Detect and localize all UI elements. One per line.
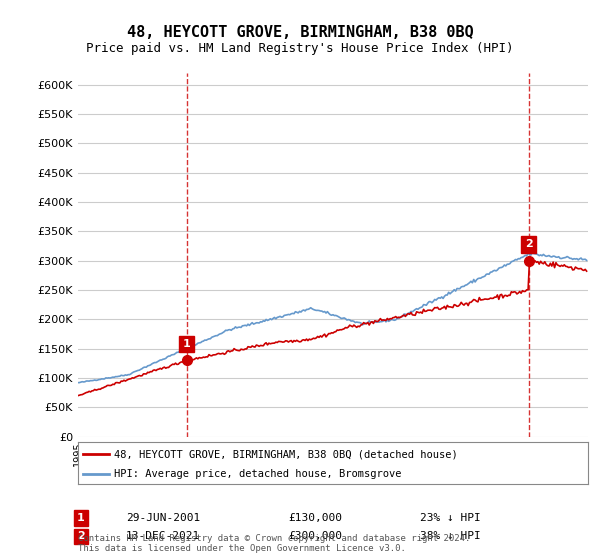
Text: Price paid vs. HM Land Registry's House Price Index (HPI): Price paid vs. HM Land Registry's House …	[86, 42, 514, 55]
Text: 2: 2	[525, 239, 533, 249]
Text: 13-DEC-2021: 13-DEC-2021	[126, 531, 200, 542]
Text: 23% ↓ HPI: 23% ↓ HPI	[420, 513, 481, 523]
Text: 29-JUN-2001: 29-JUN-2001	[126, 513, 200, 523]
Text: 48, HEYCOTT GROVE, BIRMINGHAM, B38 0BQ: 48, HEYCOTT GROVE, BIRMINGHAM, B38 0BQ	[127, 25, 473, 40]
Text: HPI: Average price, detached house, Bromsgrove: HPI: Average price, detached house, Brom…	[114, 469, 401, 479]
Text: 48, HEYCOTT GROVE, BIRMINGHAM, B38 0BQ (detached house): 48, HEYCOTT GROVE, BIRMINGHAM, B38 0BQ (…	[114, 449, 457, 459]
Text: £300,000: £300,000	[288, 531, 342, 542]
Text: 38% ↓ HPI: 38% ↓ HPI	[420, 531, 481, 542]
Text: Contains HM Land Registry data © Crown copyright and database right 2024.
This d: Contains HM Land Registry data © Crown c…	[78, 534, 470, 553]
Text: 2: 2	[77, 531, 85, 542]
Text: 1: 1	[77, 513, 85, 523]
Text: £130,000: £130,000	[288, 513, 342, 523]
Text: 1: 1	[182, 339, 190, 349]
